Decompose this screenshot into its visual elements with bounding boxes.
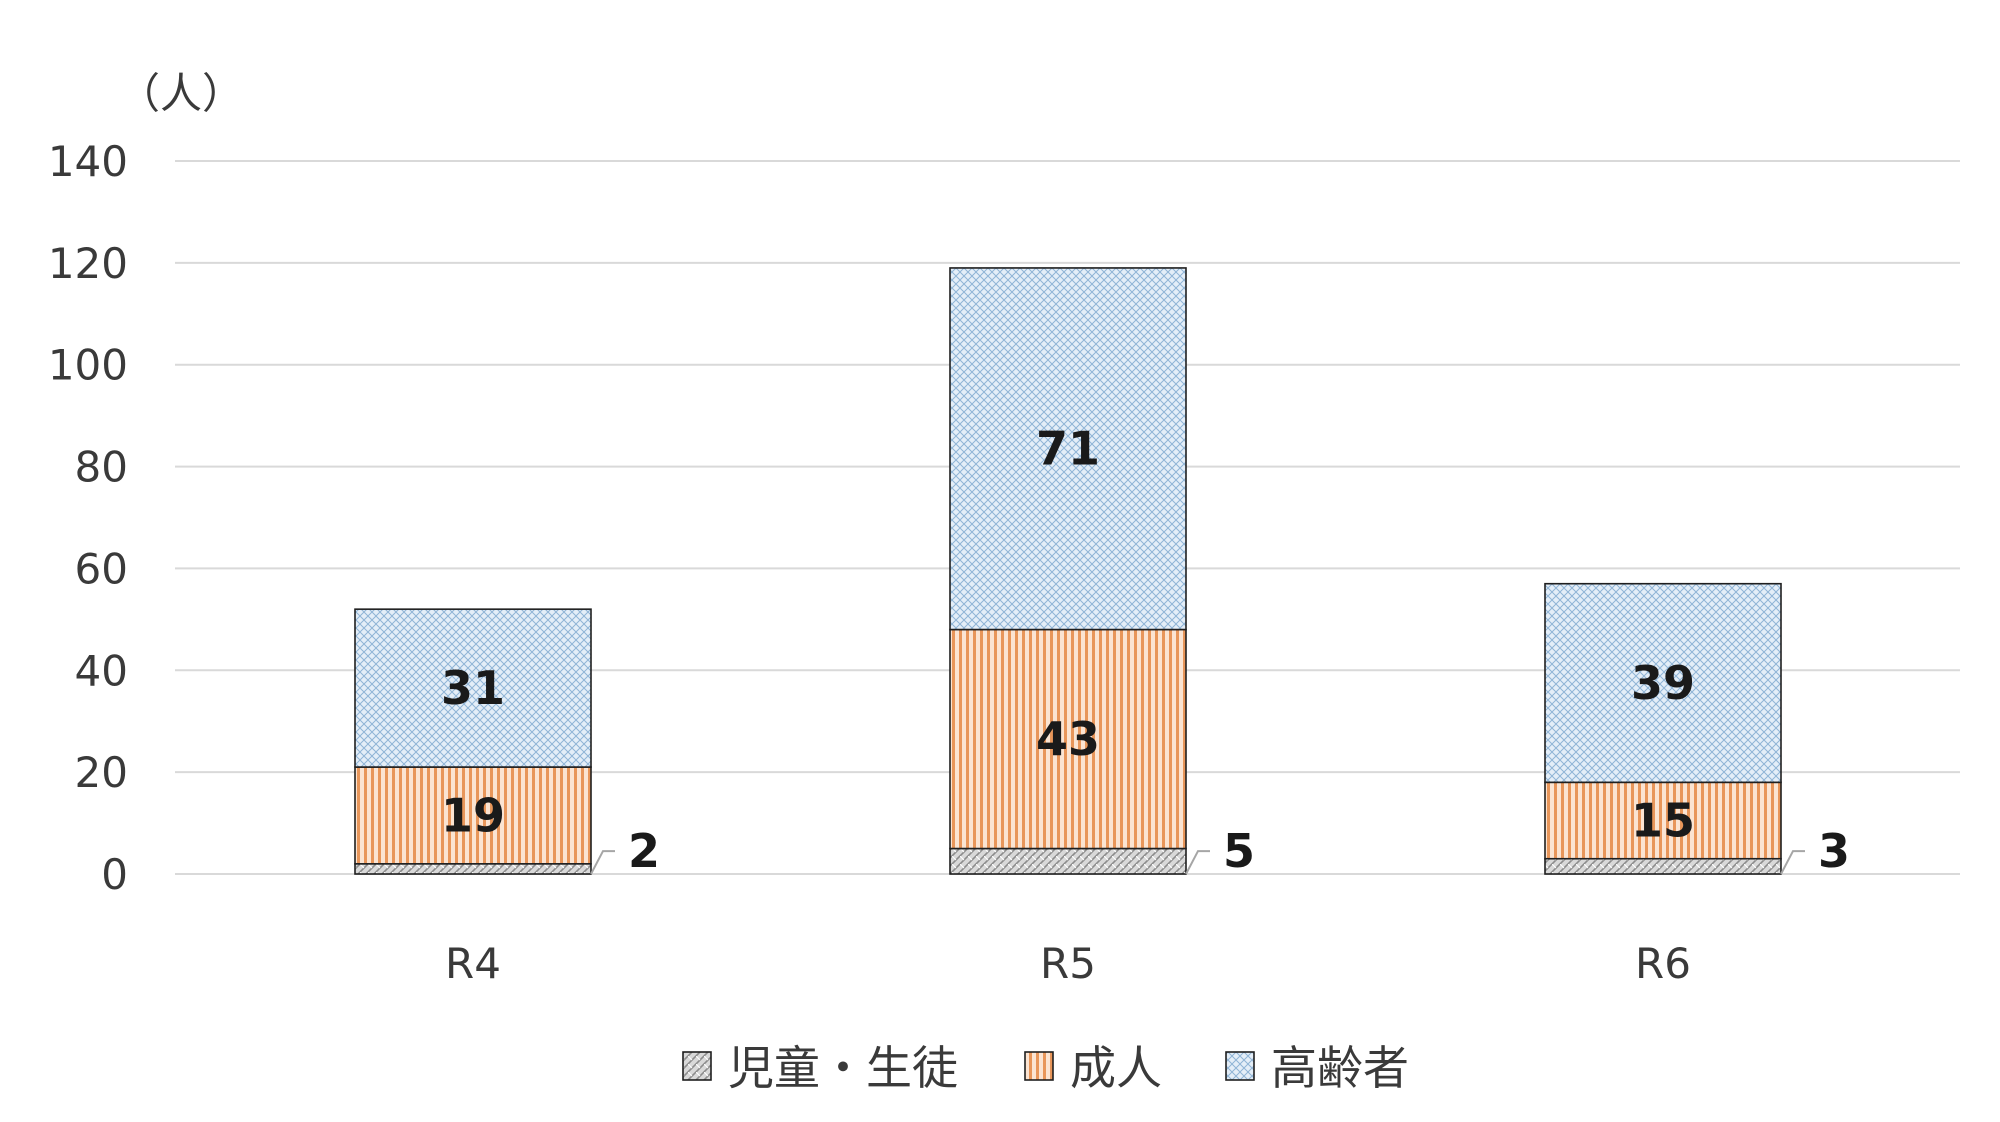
bar-segment: [949, 847, 1187, 875]
y-tick-label: 100: [48, 341, 128, 390]
bar-segment: [1544, 781, 1782, 860]
y-axis-ticks: 0 20 40 60 80 100 120 140: [48, 137, 128, 899]
legend-swatch: [1024, 1051, 1054, 1081]
data-label: 19: [441, 788, 505, 842]
legend-label: 成人: [1070, 1041, 1162, 1095]
x-category-label: R5: [1040, 939, 1096, 988]
bar-segment: [1544, 582, 1782, 784]
y-tick-label: 80: [75, 443, 128, 492]
data-label: 3: [1818, 824, 1850, 878]
bar-segment: [949, 267, 1187, 631]
bar-segment: [1544, 857, 1782, 875]
leader-line: [1780, 850, 1805, 875]
y-tick-label: 40: [75, 646, 128, 695]
legend-label: 高齢者: [1271, 1041, 1409, 1095]
leader-line: [1185, 850, 1210, 875]
bar-segment: [354, 863, 592, 875]
data-label: 39: [1631, 656, 1695, 710]
legend: 児童・生徒 成人 高齢者: [682, 1041, 1409, 1095]
bar-segment: [949, 628, 1187, 850]
data-label: 2: [628, 824, 660, 878]
y-tick-label: 20: [75, 748, 128, 797]
bar-segment: [354, 766, 592, 865]
y-tick-label: 140: [48, 137, 128, 186]
x-axis-categories: R4 R5 R6: [445, 939, 1691, 988]
bar-segment: [354, 608, 592, 768]
data-label: 31: [441, 661, 505, 715]
data-label: 15: [1631, 794, 1695, 848]
y-tick-label: 120: [48, 239, 128, 288]
x-category-label: R6: [1635, 939, 1691, 988]
legend-swatch: [1225, 1051, 1255, 1081]
data-label: 5: [1223, 824, 1255, 878]
data-label: 71: [1036, 422, 1100, 476]
data-label: 43: [1036, 712, 1100, 766]
y-tick-label: 60: [75, 544, 128, 593]
y-axis-unit-label: （人）: [118, 69, 244, 118]
leader-line: [590, 850, 615, 875]
x-category-label: R4: [445, 939, 501, 988]
legend-label: 児童・生徒: [728, 1041, 958, 1095]
bars: [354, 267, 1782, 875]
legend-swatch: [682, 1051, 712, 1081]
y-tick-label: 0: [101, 850, 128, 899]
